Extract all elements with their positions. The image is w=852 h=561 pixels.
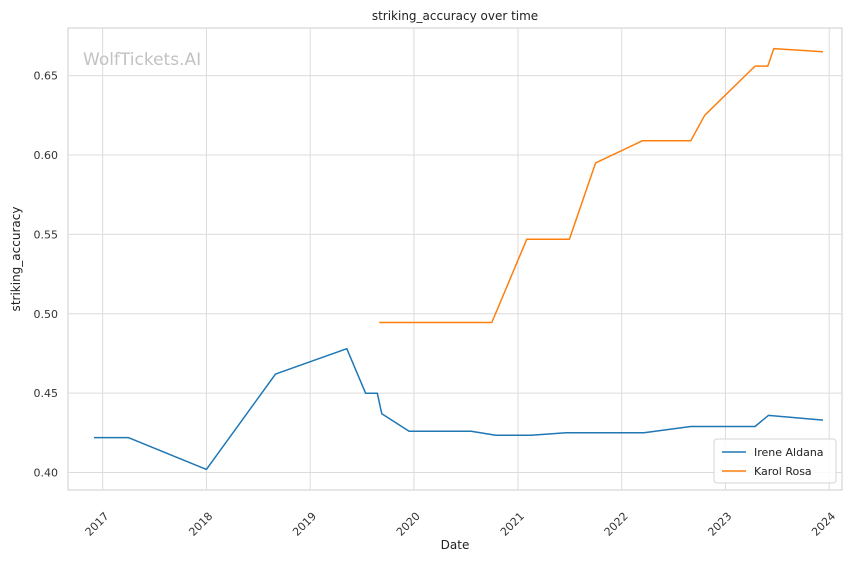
y-axis-title: striking_accuracy bbox=[9, 207, 23, 312]
y-tick-label: 0.55 bbox=[34, 228, 59, 241]
series-line-irene-aldana bbox=[93, 347, 824, 471]
tick-labels: 0.40 0.45 0.50 0.55 0.60 0.65 2017 2018 2019 2020… bbox=[34, 70, 839, 539]
legend: Irene Aldana Karol Rosa bbox=[713, 438, 837, 484]
legend-label-irene-aldana: Irene Aldana bbox=[754, 446, 824, 459]
y-tick-label: 0.40 bbox=[34, 467, 59, 480]
y-tick-label: 0.60 bbox=[34, 149, 59, 162]
plot-area bbox=[67, 27, 843, 491]
y-tick-label: 0.50 bbox=[34, 308, 59, 321]
legend-box bbox=[713, 438, 837, 484]
x-axis-title: Date bbox=[441, 538, 470, 552]
x-tick-label: 2017 bbox=[83, 510, 112, 539]
x-tick-label: 2023 bbox=[705, 510, 734, 539]
x-tick-label: 2022 bbox=[602, 510, 631, 539]
x-tick-label: 2019 bbox=[290, 510, 319, 539]
watermark: WolfTickets.AI bbox=[83, 50, 201, 70]
chart-title: striking_accuracy over time bbox=[372, 9, 538, 23]
x-tick-label: 2018 bbox=[186, 510, 215, 539]
x-tick-label: 2024 bbox=[809, 510, 838, 539]
y-tick-label: 0.65 bbox=[34, 70, 59, 83]
x-tick-label: 2021 bbox=[498, 510, 527, 539]
grid-lines bbox=[68, 28, 842, 490]
series-line-karol-rosa bbox=[379, 47, 824, 324]
y-tick-label: 0.45 bbox=[34, 387, 59, 400]
legend-label-karol-rosa: Karol Rosa bbox=[754, 465, 812, 478]
x-tick-label: 2020 bbox=[394, 510, 423, 539]
series-lines bbox=[93, 47, 824, 471]
